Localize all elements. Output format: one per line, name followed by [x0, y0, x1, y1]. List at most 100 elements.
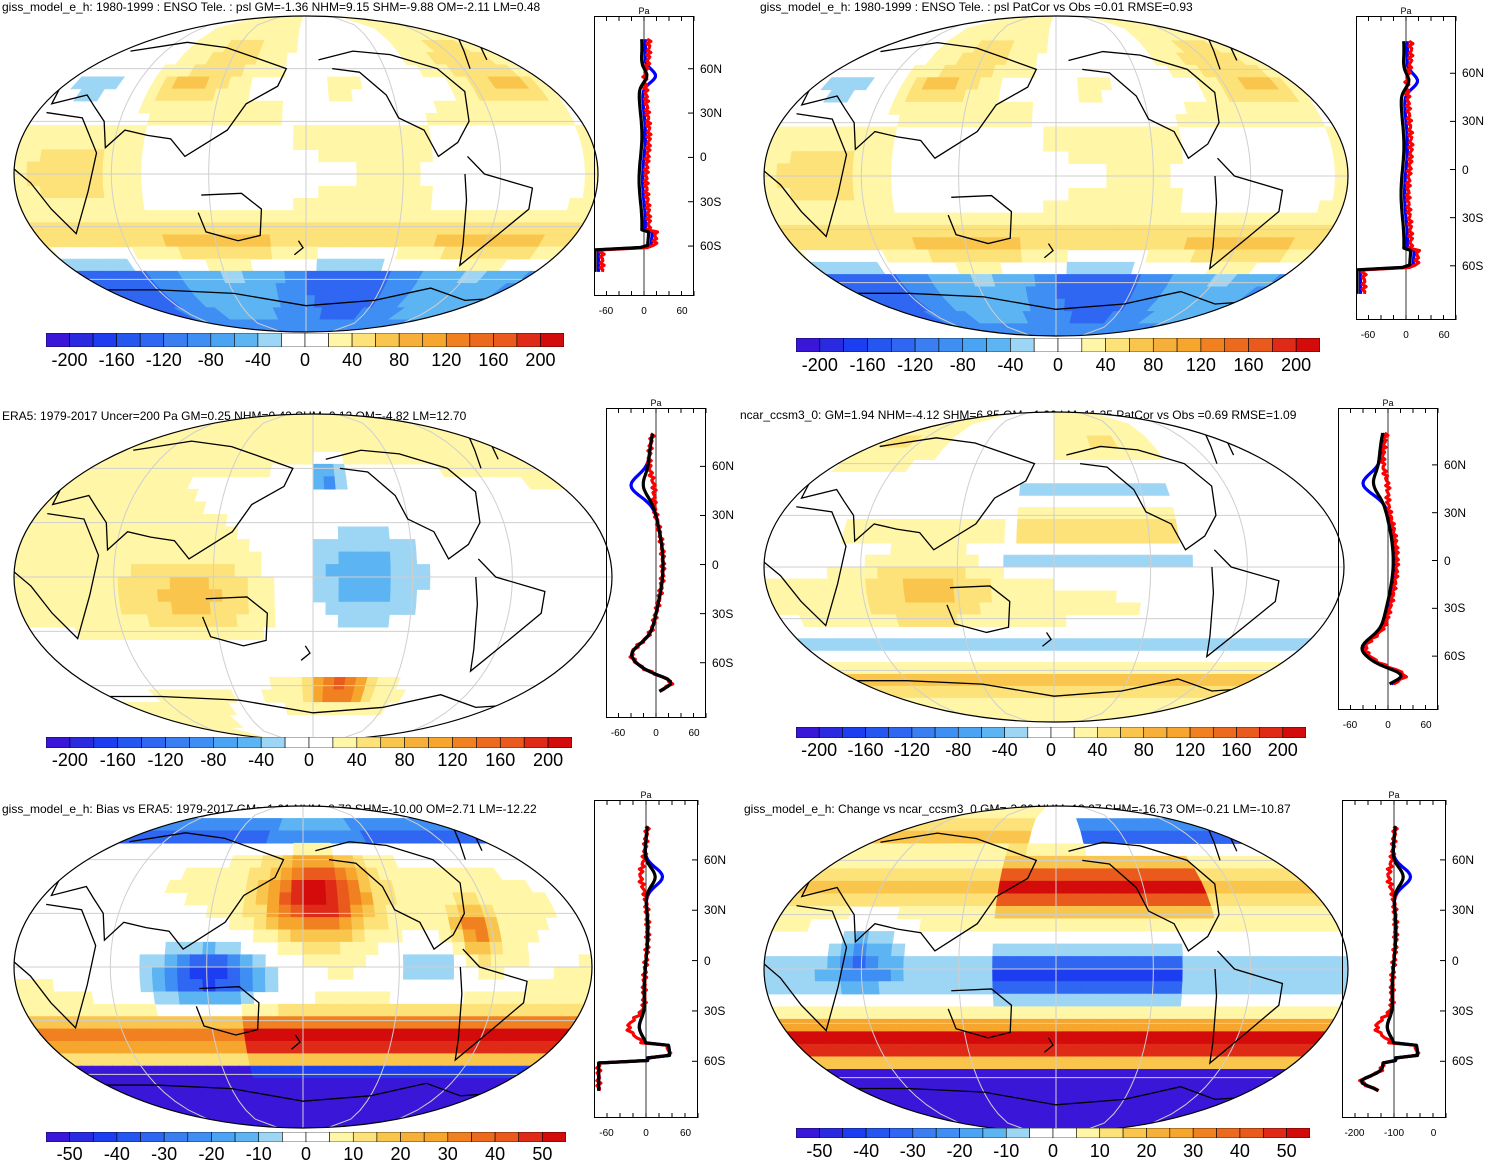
- field-cell: [993, 956, 1006, 969]
- field-cell: [1054, 615, 1066, 627]
- field-cell: [335, 477, 348, 490]
- colorbar-tick-label: 0: [304, 750, 314, 771]
- colorbar-swatch: [1217, 1128, 1240, 1138]
- colorbar-swatch: [211, 1132, 235, 1142]
- field-cell: [1056, 1032, 1068, 1045]
- colorbar: [46, 737, 572, 748]
- field-cell: [1044, 881, 1056, 894]
- reference-profile-line: [595, 39, 649, 272]
- field-cell: [475, 992, 489, 1004]
- field-cell: [306, 198, 319, 210]
- x-tick-label: -60: [1361, 330, 1375, 341]
- lat-tick-label: 30S: [1452, 1004, 1473, 1018]
- colorbar-swatch: [796, 727, 819, 738]
- field-cell: [202, 967, 215, 979]
- field-cell: [103, 162, 116, 174]
- colorbar-tick-label: 80: [1134, 740, 1154, 761]
- field-cell: [1005, 956, 1018, 969]
- colorbar-tick-label: 200: [1268, 740, 1298, 761]
- field-cell: [1034, 1057, 1046, 1070]
- field-cell: [866, 969, 879, 982]
- field-cell: [229, 917, 242, 929]
- field-cell: [105, 564, 118, 577]
- field-cell: [1019, 1007, 1032, 1020]
- colorbar-swatch: [987, 338, 1011, 352]
- field-cell: [1119, 956, 1132, 969]
- field-cell: [133, 539, 148, 552]
- field-cell: [1056, 982, 1069, 995]
- field-cell: [381, 138, 394, 150]
- colorbar-swatch: [424, 1132, 448, 1142]
- colorbar-swatch: [960, 1128, 983, 1138]
- field-cell: [1032, 906, 1045, 919]
- field-cell: [1208, 956, 1221, 969]
- field-cell: [1031, 484, 1043, 496]
- field-cell: [1118, 201, 1131, 213]
- field-cell: [1081, 944, 1094, 957]
- field-cell: [351, 1004, 364, 1016]
- field-cell: [317, 259, 329, 271]
- field-cell: [1011, 869, 1024, 882]
- field-cell: [14, 174, 27, 186]
- field-cell: [998, 1044, 1011, 1057]
- field-cell: [340, 942, 353, 954]
- field-cell: [475, 930, 489, 942]
- field-cell: [292, 1066, 303, 1078]
- field-cell: [1018, 994, 1031, 1007]
- field-cell: [867, 931, 882, 944]
- field-cell: [198, 527, 212, 540]
- field-cell: [451, 930, 465, 942]
- field-cell: [428, 955, 441, 967]
- field-cell: [158, 602, 173, 615]
- field-cell: [262, 615, 275, 628]
- field-cell: [381, 186, 394, 198]
- field-cell: [1067, 1057, 1079, 1070]
- field-cell: [1043, 944, 1056, 957]
- field-cell: [279, 1017, 291, 1029]
- field-cell: [339, 1004, 352, 1016]
- field-cell: [1183, 969, 1196, 982]
- field-cell: [326, 577, 339, 590]
- field-cell: [1144, 982, 1157, 995]
- field-cell: [215, 942, 228, 954]
- field-cell: [1068, 213, 1081, 225]
- colorbar-tick-label: -40: [248, 750, 274, 771]
- colorbar-swatch: [93, 1132, 117, 1142]
- field-cell: [120, 539, 135, 552]
- field-cell: [319, 150, 332, 162]
- lat-tick-label: 0: [704, 954, 711, 968]
- field-cell: [182, 210, 196, 222]
- field-cell: [417, 564, 430, 577]
- lat-tick-label: 60S: [704, 1054, 725, 1068]
- field-cell: [313, 577, 326, 590]
- field-cell: [853, 188, 867, 200]
- field-cell: [40, 577, 54, 590]
- field-cell: [1257, 982, 1271, 995]
- field-cell: [323, 464, 335, 477]
- field-cell: [1092, 906, 1105, 919]
- field-cell: [917, 591, 931, 603]
- field-cell: [1019, 484, 1031, 496]
- field-cell: [365, 942, 378, 954]
- field-cell: [381, 198, 394, 210]
- field-cell: [231, 210, 244, 222]
- field-cell: [364, 539, 377, 552]
- colorbar-swatch: [1296, 338, 1320, 352]
- field-cell: [377, 930, 390, 942]
- field-cell: [1093, 1007, 1106, 1020]
- field-cell: [391, 577, 404, 590]
- field-cell: [291, 677, 303, 690]
- field-cell: [1092, 1019, 1105, 1032]
- colorbar-swatch: [1051, 727, 1074, 738]
- colorbar-tick-label: -40: [104, 1144, 130, 1165]
- field-cell: [1081, 994, 1094, 1007]
- field-cell: [281, 1054, 293, 1066]
- field-cell: [330, 223, 343, 235]
- field-cell: [979, 579, 992, 591]
- field-cell: [344, 186, 357, 198]
- field-cell: [1080, 127, 1093, 139]
- field-cell: [1024, 674, 1036, 686]
- colorbar-swatch: [213, 737, 237, 748]
- field-cell: [357, 174, 370, 186]
- field-cell: [1068, 1032, 1080, 1045]
